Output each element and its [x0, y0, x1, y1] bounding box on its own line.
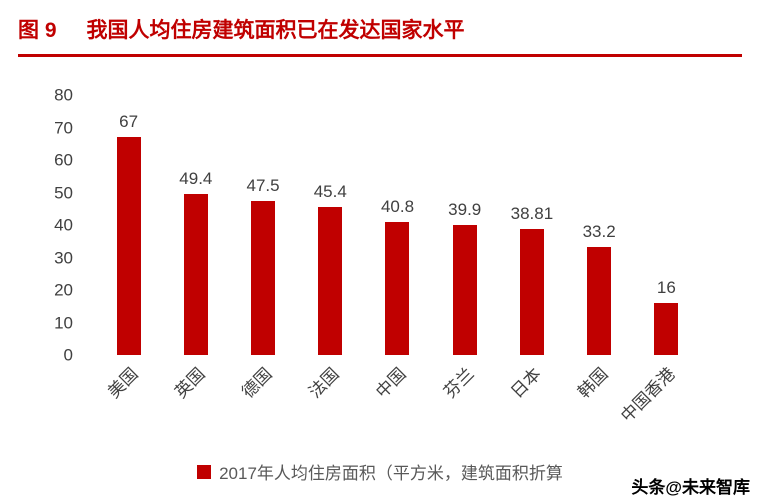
bar: [251, 200, 276, 355]
x-axis-label: 美国: [103, 364, 142, 402]
bar: [452, 225, 477, 355]
bar-chart: 0 10 20 30 40 50 60 70 80 67 美国 49.4 英国 47.5 德国 45.4 法国…: [54, 87, 700, 426]
y-axis-label: 10: [54, 313, 73, 332]
bar-value-label: 38.81: [510, 203, 554, 223]
legend-swatch-icon: [197, 464, 212, 479]
legend-label: 2017年人均住房面积（平方米，建筑面积折算: [219, 464, 563, 483]
title-divider: [18, 54, 742, 57]
x-axis-label: 日本: [507, 364, 545, 402]
y-axis-label: 70: [54, 118, 73, 137]
bar-column: 39.9 芬兰: [431, 95, 498, 401]
figure-label: 图 9: [18, 19, 57, 42]
bar-value-label: 39.9: [448, 200, 482, 220]
chart-header: 图 9 我国人均住房建筑面积已在发达国家水平: [0, 0, 760, 52]
bar-value-label: 67: [119, 112, 139, 132]
x-axis-label: 法国: [305, 364, 343, 402]
y-axis-label: 0: [63, 345, 73, 365]
bar-value-label: 45.4: [313, 182, 347, 202]
y-axis-label: 80: [54, 85, 73, 105]
y-axis-label: 50: [54, 183, 73, 202]
plot-area: 67 美国 49.4 英国 47.5 德国 45.4 法国 40.8 中国 39.9 芬兰 38.81 日…: [95, 95, 700, 426]
watermark: 头条@未来智库: [627, 473, 750, 498]
bar: [587, 247, 612, 355]
bar: [519, 228, 544, 355]
bar: [654, 303, 679, 355]
chart-title: 我国人均住房建筑面积已在发达国家水平: [86, 19, 465, 42]
bar-value-label: 49.4: [179, 169, 213, 189]
bar-value-label: 47.5: [246, 175, 280, 195]
legend: 2017年人均住房面积（平方米，建筑面积折算: [0, 459, 760, 484]
y-axis-label: 20: [54, 280, 73, 300]
x-axis-label: 韩国: [574, 364, 612, 402]
x-axis-label: 中国香港: [617, 364, 680, 426]
y-axis-label: 60: [54, 150, 73, 170]
bar: [318, 207, 343, 355]
bar-column: 67 美国: [95, 95, 162, 402]
x-axis-label: 德国: [238, 364, 276, 402]
bar-column: 49.4 英国: [162, 95, 229, 401]
bar-value-label: 16: [656, 278, 676, 297]
bar-value-label: 33.2: [582, 222, 616, 242]
bar-value-label: 40.8: [380, 197, 415, 217]
bar: [385, 222, 410, 355]
y-axis-label: 40: [54, 215, 73, 235]
bar-column: 33.2 韩国: [566, 95, 633, 402]
bar-column: 47.5 德国: [229, 95, 296, 402]
y-axis-label: 30: [54, 248, 73, 267]
y-axis: 0 10 20 30 40 50 60 70 80: [37, 87, 85, 364]
bar: [183, 194, 208, 355]
x-axis-label: 中国: [372, 364, 411, 402]
bar: [116, 137, 141, 355]
x-axis-label: 英国: [171, 364, 209, 402]
bar-column: 45.4 法国: [297, 95, 364, 401]
bar-column: 38.81 日本: [498, 95, 565, 402]
bar-column: 16 中国香港: [618, 95, 700, 426]
x-axis-label: 芬兰: [439, 364, 478, 402]
bar-column: 40.8 中国: [364, 95, 431, 401]
